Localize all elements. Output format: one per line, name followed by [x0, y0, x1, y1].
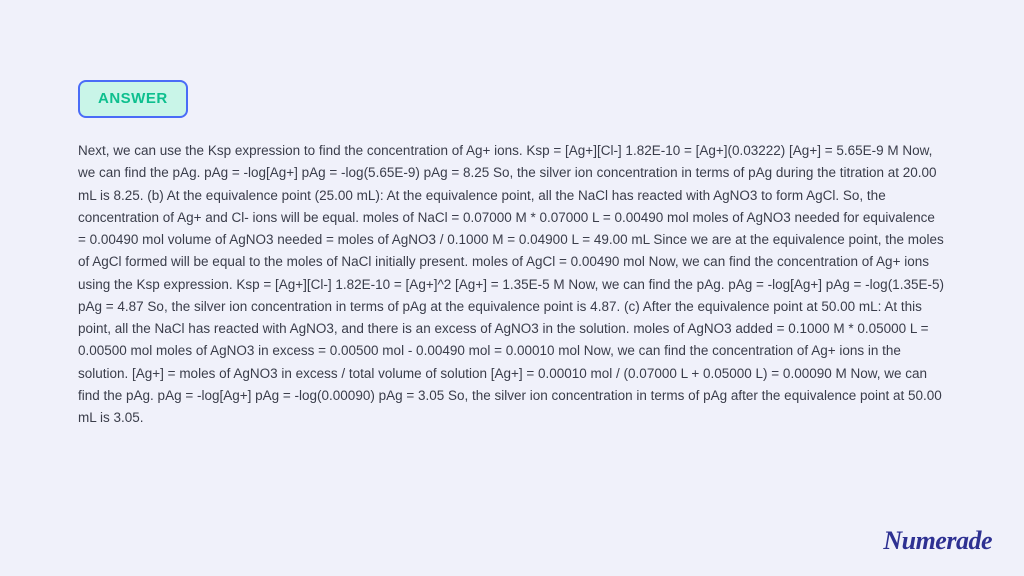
answer-badge: ANSWER [78, 80, 188, 118]
answer-body-text: Next, we can use the Ksp expression to f… [78, 140, 946, 429]
answer-panel: ANSWER Next, we can use the Ksp expressi… [0, 0, 1024, 469]
brand-logo: Numerade [883, 526, 992, 556]
answer-badge-label: ANSWER [98, 90, 168, 107]
brand-name: Numerade [883, 526, 992, 555]
